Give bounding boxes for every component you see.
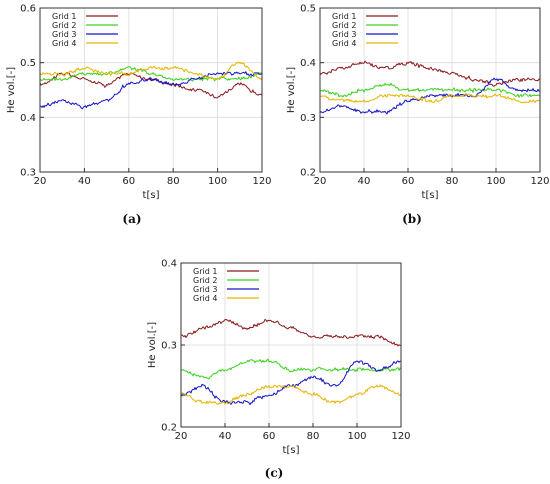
y-tick-label: 0.3 <box>20 168 36 179</box>
x-tick-label: 60 <box>263 431 276 442</box>
x-axis-label: t[s] <box>422 190 439 201</box>
caption-c: (c) <box>264 466 284 480</box>
legend-label: Grid 3 <box>193 285 217 294</box>
y-tick-label: 0.5 <box>300 4 316 15</box>
x-tick-label: 40 <box>219 431 232 442</box>
series-line-grid-1 <box>319 60 541 87</box>
x-tick-label: 20 <box>175 431 188 442</box>
legend-label: Grid 1 <box>52 12 76 21</box>
series-line-grid-2 <box>319 82 541 98</box>
series-line-grid-2 <box>39 66 263 82</box>
y-tick-label: 0.2 <box>300 168 316 179</box>
x-tick-label: 40 <box>358 176 371 187</box>
y-axis-label: He vol.[-] <box>6 67 17 113</box>
x-tick-label: 120 <box>530 176 549 187</box>
series-line-grid-1 <box>180 318 402 347</box>
legend-label: Grid 2 <box>52 21 76 30</box>
series-line-grid-3 <box>39 71 263 110</box>
x-tick-label: 40 <box>78 176 91 187</box>
legend-label: Grid 1 <box>332 12 356 21</box>
chart-panel-c: 20 40 60 80 100 120 0.2 0.3 0.4 t[s] He vol.[-] Gri… <box>140 255 415 465</box>
x-tick-label: 100 <box>208 176 227 187</box>
chart-c: 20 40 60 80 100 120 0.2 0.3 0.4 t[s] He vol.[-] Gri… <box>147 259 411 457</box>
x-tick-label: 60 <box>402 176 415 187</box>
series-line-grid-2 <box>180 358 402 380</box>
plot-frame <box>319 7 541 173</box>
x-axis-label: t[s] <box>283 445 300 456</box>
series-line-grid-4 <box>319 93 541 104</box>
x-tick-label: 60 <box>122 176 135 187</box>
plot-frame <box>39 7 263 173</box>
x-tick-label: 100 <box>486 176 505 187</box>
y-tick-label: 0.3 <box>161 341 177 352</box>
y-tick-label: 0.5 <box>20 58 36 69</box>
series-line-grid-4 <box>180 384 402 405</box>
y-tick-label: 0.4 <box>300 58 316 69</box>
chart-a: 20 40 60 80 100 120 0.3 0.4 0.5 0.6 t[s] He vol.[-]… <box>6 4 272 202</box>
legend-label: Grid 1 <box>193 267 217 276</box>
y-tick-label: 0.2 <box>161 423 177 434</box>
legend-label: Grid 2 <box>193 276 217 285</box>
legend-label: Grid 3 <box>332 30 356 39</box>
x-tick-label: 80 <box>307 431 320 442</box>
legend-label: Grid 2 <box>332 21 356 30</box>
chart-b: 20 40 60 80 100 120 0.2 0.3 0.4 0.5 t[s] He vol.[-]… <box>286 4 550 202</box>
y-tick-label: 0.4 <box>161 259 177 270</box>
x-tick-label: 100 <box>347 431 366 442</box>
legend-label: Grid 3 <box>52 30 76 39</box>
chart-panel-a: 20 40 60 80 100 120 0.3 0.4 0.5 0.6 t[s] He vol.[-]… <box>0 0 275 205</box>
x-tick-label: 120 <box>252 176 271 187</box>
y-tick-label: 0.3 <box>300 113 316 124</box>
legend-label: Grid 4 <box>332 39 356 48</box>
x-tick-label: 80 <box>167 176 180 187</box>
x-tick-label: 120 <box>391 431 410 442</box>
caption-b: (b) <box>402 212 422 226</box>
x-axis-label: t[s] <box>143 190 160 201</box>
caption-a: (a) <box>122 212 142 226</box>
legend-label: Grid 4 <box>193 294 217 303</box>
chart-panel-b: 20 40 60 80 100 120 0.2 0.3 0.4 0.5 t[s] He vol.[-]… <box>280 0 550 205</box>
x-tick-label: 20 <box>314 176 327 187</box>
series-line-grid-1 <box>39 72 263 99</box>
legend-label: Grid 4 <box>52 39 76 48</box>
y-tick-label: 0.4 <box>20 113 36 124</box>
x-tick-label: 20 <box>34 176 47 187</box>
y-axis-label: He vol.[-] <box>286 67 297 113</box>
y-axis-label: He vol.[-] <box>147 322 158 368</box>
x-tick-label: 80 <box>446 176 459 187</box>
series-line-grid-3 <box>180 360 402 406</box>
series-line-grid-3 <box>319 77 541 115</box>
series-line-grid-4 <box>39 61 263 81</box>
y-tick-label: 0.6 <box>20 4 36 15</box>
